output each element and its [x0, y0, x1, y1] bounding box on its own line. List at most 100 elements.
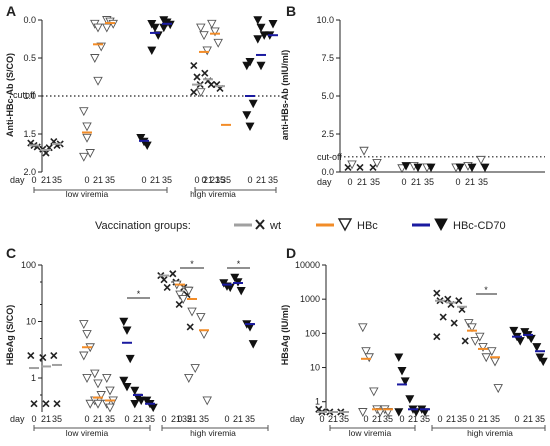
panel-b-ytick-label-0: 0.0: [321, 167, 334, 177]
panel-b-xtick-1-0: 0: [401, 177, 406, 187]
panel-a-point-3-0-1: [193, 73, 201, 81]
panel-c-point-4-2-0: [196, 313, 206, 322]
panel-c-xtick-1-1: 21: [93, 414, 103, 424]
panel-c-point-2-1-2: [136, 396, 146, 406]
panel-a-point-1-0-0: [79, 107, 89, 117]
group-label-a-low: low viremia: [66, 189, 109, 199]
panel-c-point-0-1-0-b: [39, 353, 47, 362]
panel-a-point-1-0-1: [82, 133, 92, 143]
panel-d-ytick-label-1: 1000: [300, 294, 320, 304]
panel-d-ytick-label-3: 10: [310, 363, 320, 373]
panel-a-point-0-1-1-b: [42, 149, 50, 157]
legend-marker-wt: [255, 219, 265, 230]
legend-label-hbc: HBc: [357, 220, 378, 232]
panel-c-xtick-5-0: 0: [224, 414, 229, 424]
panel-c-point-5-2-2: [248, 340, 258, 349]
panel-d-point-2-0-2: [400, 377, 410, 386]
panel-d-xtick-3-2: 35: [457, 414, 467, 424]
day-prefix-a: day: [10, 175, 25, 185]
panel-c-point-2-0-4: [122, 382, 132, 392]
panel-d-xtick-1-2: 35: [383, 414, 393, 424]
panel-d-point-2-0-3: [394, 408, 404, 417]
panel-d-xtick-0-1: 21: [328, 414, 338, 424]
panel-a-point-3-1-2: [207, 81, 215, 89]
panel-a-point-4-1-0: [207, 19, 217, 29]
panel-a-xtick-3-0: 0: [194, 175, 199, 185]
panel-c-sig-star-1: *: [190, 259, 194, 269]
panel-d-point-1-0-3: [358, 408, 368, 417]
panel-b-point-1: [356, 163, 364, 172]
panel-c-point-0-0-1-b: [30, 400, 38, 408]
panel-a-point-1-0-3: [79, 152, 89, 162]
panel-d-point-3-0-3: [433, 333, 441, 341]
panel-b-ytick-label-3: 7.5: [321, 53, 334, 63]
panel-b-point-17: [480, 163, 490, 173]
panel-a-xtick-5-0: 0: [247, 175, 252, 185]
panel-c-point-4-1-3: [184, 374, 194, 383]
panel-d-xtick-2-0: 0: [399, 414, 404, 424]
panel-c-point-3-1-2: [175, 300, 183, 309]
cutoff-label-b: cut-off: [317, 152, 342, 162]
panel-a-xtick-3-1: 21: [203, 175, 213, 185]
panel-a-xtick-1-2: 35: [105, 175, 115, 185]
panel-c-point-0-2-0: [50, 351, 58, 360]
legend-label-wt: wt: [269, 220, 281, 232]
panel-c-xtick-2-2: 35: [145, 414, 155, 424]
panel-d-xtick-2-1: 21: [408, 414, 418, 424]
panel-a-point-5-0-1: [245, 58, 255, 67]
panel-c-xtick-4-1: 21: [187, 414, 197, 424]
panel-c-point-1-1-1: [93, 379, 103, 389]
panel-d-point-4-2-2: [493, 384, 503, 394]
panel-a-xtick-0-1: 21: [41, 175, 51, 185]
panel-c-point-1-2-0: [102, 374, 112, 383]
panel-a-xtick-2-2: 35: [162, 175, 172, 185]
panel-d-point-4-0-2: [470, 336, 480, 346]
panel-a-point-4-0-3: [196, 88, 206, 98]
panel-c-point-3-1-2-b: [175, 300, 183, 309]
panel-c-point-0-2-0-b: [50, 351, 58, 360]
group-label-c-low: low viremia: [66, 428, 109, 438]
panel-c-point-2-2-2: [148, 403, 158, 413]
panel-a-point-1-1-1: [93, 23, 103, 33]
panel-d-point-4-1-2: [481, 353, 491, 363]
panel-c-point-2-0-3: [119, 376, 129, 386]
panel-c-point-4-2-1: [199, 330, 209, 339]
panel-d-point-3-0-2: [439, 313, 447, 321]
panel-c-xtick-2-0: 0: [124, 414, 129, 424]
day-prefix-c: day: [10, 414, 25, 424]
panel-d-point-2-0-0: [394, 353, 404, 362]
panel-c-point-2-0-0: [119, 317, 129, 327]
panel-a-point-2-2-3: [159, 23, 169, 33]
panel-c-point-1-0-5: [85, 399, 95, 409]
ylabel-c: HBeAg (S/CO): [5, 305, 15, 366]
panel-d-point-4-2-0: [487, 347, 497, 357]
panel-a-point-5-1-0: [253, 16, 263, 25]
panel-a-point-0-2-0-b: [50, 138, 58, 146]
panel-a-point-5-1-1: [256, 23, 266, 33]
panel-d-ytick-label-0: 10000: [295, 260, 320, 270]
panel-d-point-3-0-3-b: [433, 333, 441, 341]
panel-d-xtick-3-0: 0: [437, 414, 442, 424]
panel-c-xtick-3-0: 0: [161, 414, 166, 424]
panel-c-point-1-2-4: [105, 403, 115, 413]
panel-c-point-4-0-1: [175, 290, 185, 300]
panel-c-point-3-0-2: [163, 283, 171, 292]
panel-d-point-5-2-1: [535, 353, 545, 362]
panel-c-point-3-0-1-b: [160, 276, 168, 284]
panel-c-xtick-3-2: 35: [182, 414, 192, 424]
panel-d-point-2-1-0: [405, 395, 415, 404]
panel-a-point-3-0-0: [190, 62, 198, 70]
panel-b-point-15: [455, 163, 465, 173]
panel-d-xtick-5-2: 35: [535, 414, 545, 424]
panel-b-point-14: [426, 163, 436, 173]
panel-b-point-1-b: [356, 163, 364, 172]
panel-d-xtick-5-1: 21: [523, 414, 533, 424]
panel-d-point-4-2-1: [490, 357, 500, 367]
panel-a-ytick-label-1: 0.5: [23, 53, 36, 63]
panel-c-ytick-label-2: 1: [31, 373, 36, 383]
legend-marker-hbc-cd70: [434, 218, 448, 232]
panel-a-point-3-1-0-b: [201, 69, 209, 77]
panel-b-xtick-0-2: 35: [370, 177, 380, 187]
group-label-d-low: low viremia: [349, 428, 392, 438]
panel-a-xtick-5-1: 21: [256, 175, 266, 185]
